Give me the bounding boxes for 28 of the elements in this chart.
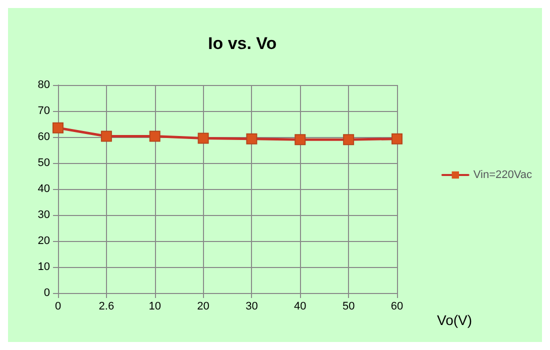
x-tick-label: 10 (148, 300, 161, 312)
y-tick-label: 70 (38, 105, 50, 117)
y-tick-label: 30 (38, 209, 50, 221)
y-tick-label: 40 (38, 183, 50, 195)
y-tick-label: 10 (38, 261, 50, 273)
x-tick-label: 40 (294, 300, 306, 312)
point (198, 132, 209, 144)
y-tick-label: 0 (44, 287, 50, 299)
x-tick-label: 2.6 (98, 300, 114, 312)
chart-title: Io vs. Vo (208, 34, 277, 53)
y-tick-label: 60 (38, 131, 50, 143)
x-tick-label: 50 (342, 300, 355, 312)
x-tick-label: 0 (54, 300, 62, 312)
point (149, 130, 160, 142)
point (52, 122, 64, 134)
point (246, 133, 258, 144)
point (100, 130, 112, 142)
y-tick-label: 50 (38, 157, 50, 169)
x-axis-title: Vo(V) (437, 312, 472, 328)
point (343, 134, 354, 146)
x-tick-label: 20 (197, 300, 210, 312)
y-tick-label: 20 (38, 235, 50, 247)
legend-label: Vin=220Vac (473, 169, 532, 181)
point (392, 133, 402, 144)
x-tick-label: 60 (390, 300, 404, 312)
x-tick-label: 30 (246, 300, 258, 312)
point (294, 134, 306, 146)
y-tick-label: 80 (38, 79, 50, 91)
